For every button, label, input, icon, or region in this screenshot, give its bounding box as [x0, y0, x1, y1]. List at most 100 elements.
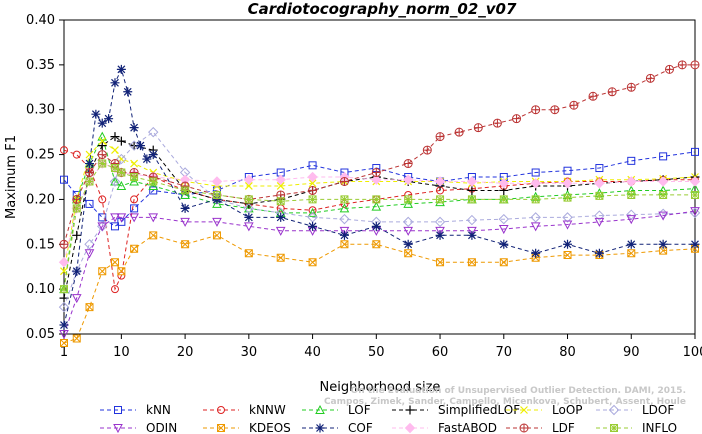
x-axis: 1 10 20 30 40 50 60 70 80 90 100: [60, 334, 702, 360]
data-point-odin: [594, 217, 605, 227]
data-point-inflo: [72, 204, 81, 213]
legend-marker-knnw: [217, 406, 225, 414]
legend-label-kdeos: KDEOS: [249, 421, 291, 434]
data-point-simplifiedlof: [110, 132, 120, 142]
data-point-cof: [563, 239, 573, 249]
data-point-odin: [275, 226, 286, 236]
legend-label-inflo: INFLO: [642, 421, 677, 434]
x-tick-label: 90: [623, 345, 640, 360]
data-point-kdeos: [110, 258, 119, 267]
data-point-ldf: [339, 176, 349, 186]
data-point-cof: [467, 230, 477, 240]
data-point-inflo: [98, 159, 107, 168]
legend-label-cof: COF: [348, 421, 373, 434]
data-point-cof: [371, 221, 381, 231]
data-point-odin: [244, 222, 254, 232]
data-point-cof: [594, 248, 604, 258]
data-point-ldof: [594, 210, 605, 221]
data-point-knn: [117, 217, 126, 226]
data-point-inflo: [563, 193, 572, 202]
data-point-ldf: [607, 87, 617, 97]
data-point-inflo: [276, 197, 285, 206]
data-point-cof: [626, 239, 636, 249]
data-point-inflo: [467, 195, 476, 204]
data-point-kdeos: [627, 249, 636, 258]
data-point-odin: [116, 213, 127, 223]
data-point-ldof: [466, 214, 478, 226]
y-tick-label: 0.25: [26, 148, 55, 163]
data-point-knnw: [110, 285, 119, 294]
data-point-knn: [85, 199, 94, 208]
x-tick-label: 10: [113, 345, 130, 360]
data-point-lof: [110, 176, 120, 186]
data-point-odin: [403, 226, 414, 236]
data-point-odin: [212, 217, 222, 227]
legend-marker-ldf: [519, 423, 529, 433]
data-point-loop: [308, 179, 317, 188]
data-point-lof: [339, 203, 350, 213]
data-point-ldf: [677, 60, 687, 70]
data-point-odin: [110, 213, 120, 223]
data-point-ldf: [492, 118, 502, 128]
data-point-ldf: [308, 185, 318, 195]
data-point-ldf: [626, 82, 636, 92]
data-point-cof: [97, 118, 107, 128]
data-point-inflo: [130, 173, 139, 181]
data-point-cof: [180, 203, 190, 213]
legend: kNN kNNW LOF SimplifiedLOF LoOP LDOF ODIN KDEOS…: [100, 403, 677, 434]
data-point-odin: [690, 207, 700, 217]
data-point-cof: [435, 230, 445, 240]
data-point-knn: [531, 168, 540, 177]
data-point-fastabod: [371, 174, 382, 185]
legend-marker-simplifiedlof: [405, 405, 415, 415]
data-point-inflo: [436, 195, 445, 204]
series-line-odin: [63, 210, 696, 335]
data-point-kdeos: [60, 338, 68, 347]
data-point-kdeos: [563, 251, 572, 260]
data-point-knn: [149, 186, 158, 195]
data-point-kdeos: [181, 240, 190, 249]
legend-label-knn: kNN: [146, 403, 171, 417]
data-point-fastabod: [275, 174, 286, 185]
x-tick-label: 1: [60, 345, 68, 360]
y-axis: 0.05 0.10 0.15 0.20 0.25 0.30 0.35 0.40: [26, 13, 64, 342]
legend-marker-knn: [114, 406, 122, 414]
legend-marker-loop: [520, 406, 528, 414]
data-point-ldof: [116, 153, 127, 165]
data-point-lof: [307, 207, 318, 217]
legend-label-fastabod: FastABOD: [438, 421, 497, 434]
legend-marker-lof: [315, 404, 325, 414]
data-point-knnw: [72, 150, 81, 159]
data-point-ldof: [562, 212, 573, 223]
legend-marker-kdeos: [217, 424, 225, 432]
data-point-knnw: [117, 271, 126, 280]
data-point-kdeos: [130, 244, 139, 253]
data-point-fastabod: [657, 176, 669, 187]
data-point-odin: [626, 215, 637, 225]
data-point-ldof: [109, 176, 121, 187]
data-point-knnw: [308, 206, 317, 215]
data-point-simplifiedlof: [72, 230, 82, 240]
x-tick-label: 30: [241, 345, 258, 360]
data-point-cof: [123, 87, 133, 97]
legend-label-ldof: LDOF: [642, 403, 674, 417]
x-tick-label: 80: [559, 345, 576, 360]
y-tick-label: 0.40: [26, 13, 55, 28]
data-point-cof: [116, 64, 126, 74]
data-point-ldf: [512, 114, 522, 124]
data-point-simplifiedlof: [467, 185, 477, 195]
data-point-ldf: [454, 127, 464, 137]
legend-marker-odin: [113, 424, 123, 434]
data-point-inflo: [308, 195, 317, 204]
data-point-cof: [308, 221, 318, 231]
data-point-inflo: [372, 195, 381, 204]
data-point-lof: [244, 203, 254, 213]
data-point-knnw: [98, 195, 107, 204]
x-tick-label: 40: [304, 345, 321, 360]
data-point-cof: [135, 141, 145, 151]
legend-marker-fastabod: [404, 422, 416, 434]
legend-label-ldf: LDF: [552, 421, 575, 434]
y-tick-label: 0.10: [26, 282, 55, 297]
data-point-knn: [659, 152, 668, 161]
